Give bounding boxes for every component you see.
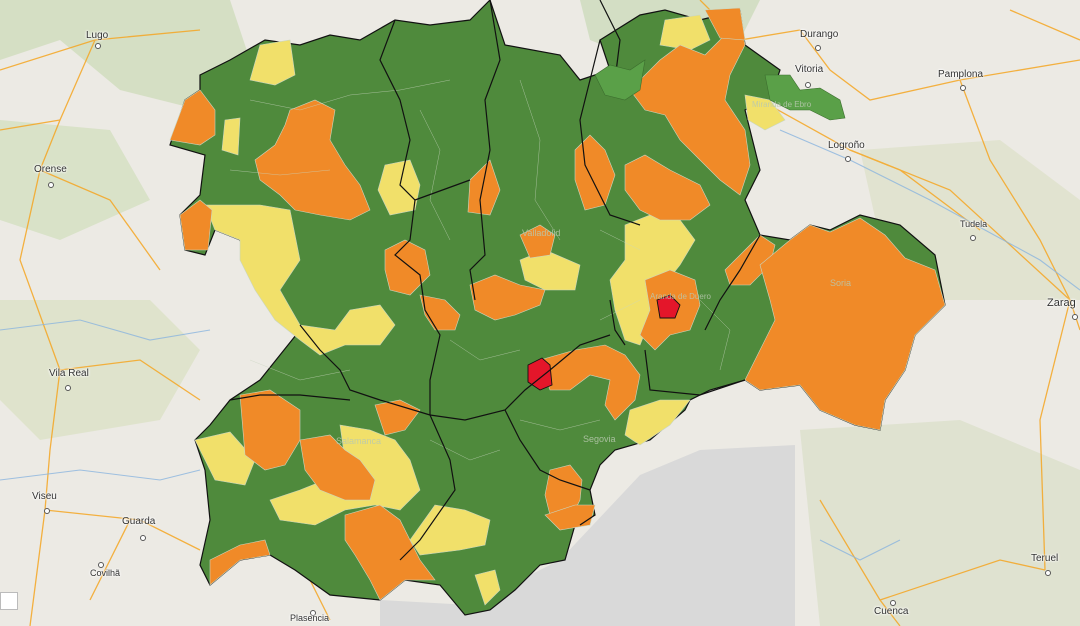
city-label-teruel: Teruel	[1031, 553, 1059, 564]
city-label-viseu: Viseu	[32, 491, 57, 502]
city-label-durango: Durango	[800, 29, 839, 40]
city-dot-logrono	[845, 156, 851, 162]
city-label-cuenca: Cuenca	[874, 606, 909, 617]
city-dot-zaragoza	[1072, 314, 1078, 320]
zones-very-high	[527, 294, 681, 391]
city-label-tudela: Tudela	[960, 219, 988, 229]
label-aranda: Aranda de Duero	[650, 292, 711, 301]
city-label-logrono: Logroño	[828, 140, 865, 151]
city-dot-cuenca	[890, 600, 896, 606]
label-segovia: Segovia	[583, 434, 616, 444]
label-soria: Soria	[830, 278, 852, 288]
map-control-box[interactable]	[0, 592, 18, 610]
city-label-vitoria: Vitoria	[795, 64, 824, 75]
city-label-pamplona: Pamplona	[938, 69, 984, 80]
city-label-orense: Orense	[34, 164, 67, 175]
no-data-area	[380, 445, 795, 626]
neighbor-green-patch-2	[594, 59, 646, 101]
city-label-guarda: Guarda	[122, 516, 156, 527]
province-borders	[229, 0, 761, 561]
city-dot-covilha	[98, 562, 104, 568]
city-dot-vitoria	[805, 82, 811, 88]
rivers	[0, 129, 1080, 561]
city-dot-pamplona	[960, 85, 966, 91]
city-dot-lugo	[95, 43, 101, 49]
city-dot-plasencia	[310, 610, 316, 616]
city-dot-vila-real	[65, 385, 71, 391]
neighbor-green-patch	[764, 74, 846, 121]
label-valladolid: Valladolid	[522, 228, 561, 238]
label-miranda: Miranda de Ebro	[752, 100, 812, 109]
city-dot-tudela	[970, 235, 976, 241]
zone-borders	[229, 79, 731, 461]
city-label-zaragoza: Zarag	[1047, 297, 1076, 309]
city-dot-guarda	[140, 535, 146, 541]
city-label-lugo: Lugo	[86, 30, 109, 41]
city-dot-durango	[815, 45, 821, 51]
label-salamanca: Salamanca	[336, 436, 382, 446]
zones-high	[169, 7, 946, 601]
city-label-vila-real: Vila Real	[49, 368, 89, 379]
city-label-plasencia: Plasencia	[290, 613, 330, 623]
city-dot-viseu	[44, 508, 50, 514]
city-dot-teruel	[1045, 570, 1051, 576]
city-dot-orense	[48, 182, 54, 188]
city-label-covilha: Covilhã	[90, 568, 121, 578]
